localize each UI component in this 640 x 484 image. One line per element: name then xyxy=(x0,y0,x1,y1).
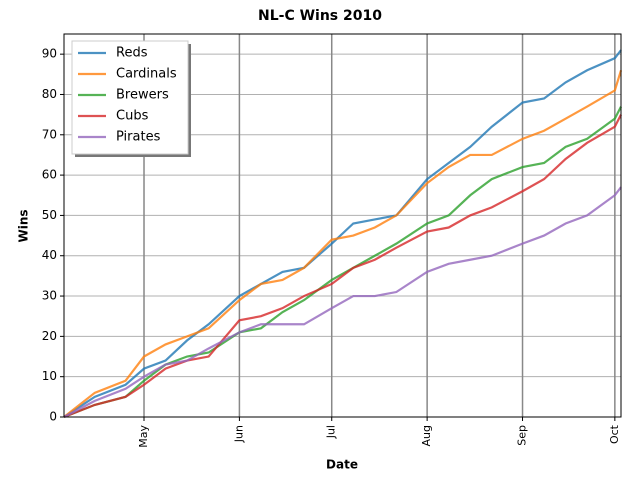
x-tick-label: Aug xyxy=(420,425,433,446)
x-tick-label: May xyxy=(137,425,150,448)
x-axis-label: Date xyxy=(326,458,358,472)
series-line xyxy=(63,69,623,418)
plot-frame xyxy=(63,33,622,418)
y-tick-label: 0 xyxy=(49,410,57,424)
y-axis-label: Wins xyxy=(17,209,31,242)
series-line xyxy=(63,114,622,419)
legend xyxy=(71,40,189,155)
series-line xyxy=(63,186,622,418)
x-tick-label: Oct xyxy=(608,424,621,444)
x-tick-label: Jun xyxy=(232,425,245,443)
x-tick-label: Jul xyxy=(325,425,338,439)
y-tick-label: 80 xyxy=(42,87,57,101)
x-tick-label: Sep xyxy=(516,425,529,446)
legend-label: Cubs xyxy=(116,109,149,124)
y-tick-label: 60 xyxy=(42,168,57,182)
legend-label: Pirates xyxy=(116,130,161,145)
y-tick-label: 40 xyxy=(42,248,57,262)
legend-label: Brewers xyxy=(116,88,169,103)
y-tick-label: 70 xyxy=(42,127,57,141)
y-tick-label: 30 xyxy=(42,289,57,303)
chart-title: NL-C Wins 2010 xyxy=(258,8,382,24)
legend-label: Reds xyxy=(116,46,148,61)
y-tick-label: 10 xyxy=(42,369,57,383)
series-line xyxy=(63,49,622,418)
y-tick-label: 20 xyxy=(42,329,57,343)
legend-label: Cardinals xyxy=(116,67,177,82)
y-tick-label: 90 xyxy=(42,47,57,61)
y-tick-label: 50 xyxy=(42,208,57,222)
